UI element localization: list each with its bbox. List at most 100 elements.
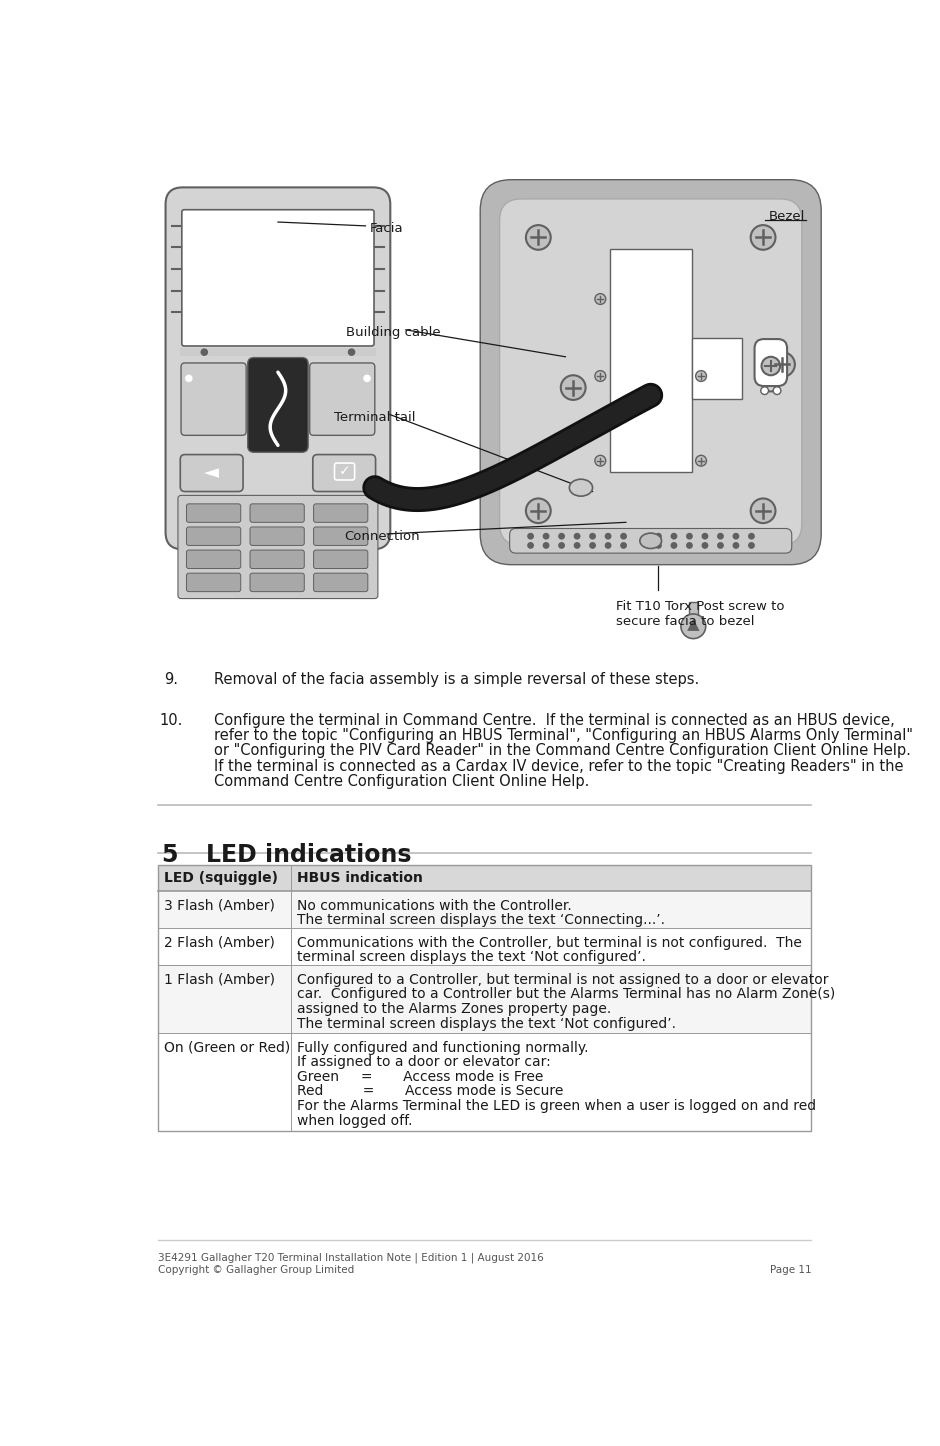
FancyBboxPatch shape xyxy=(314,549,368,568)
FancyBboxPatch shape xyxy=(480,179,822,565)
FancyBboxPatch shape xyxy=(314,573,368,591)
Circle shape xyxy=(760,388,769,395)
Text: The terminal screen displays the text ‘Not configured’.: The terminal screen displays the text ‘N… xyxy=(297,1017,676,1031)
Circle shape xyxy=(620,542,626,548)
FancyBboxPatch shape xyxy=(181,363,246,435)
Polygon shape xyxy=(687,619,699,630)
Circle shape xyxy=(543,542,549,548)
Bar xyxy=(158,891,811,928)
Text: when logged off.: when logged off. xyxy=(297,1113,413,1128)
FancyBboxPatch shape xyxy=(482,182,819,562)
Text: car.  Configured to a Controller but the Alarms Terminal has no Alarm Zone(s): car. Configured to a Controller but the … xyxy=(297,988,836,1002)
Circle shape xyxy=(751,226,776,250)
Text: assigned to the Alarms Zones property page.: assigned to the Alarms Zones property pa… xyxy=(297,1002,612,1017)
Circle shape xyxy=(687,542,692,548)
Circle shape xyxy=(681,615,706,639)
Circle shape xyxy=(773,388,781,395)
Circle shape xyxy=(201,348,208,356)
Circle shape xyxy=(687,534,692,539)
FancyBboxPatch shape xyxy=(313,454,376,492)
Bar xyxy=(158,1032,811,1131)
Circle shape xyxy=(605,542,611,548)
FancyBboxPatch shape xyxy=(178,496,378,599)
Text: Configure the terminal in Command Centre.  If the terminal is connected as an HB: Configure the terminal in Command Centre… xyxy=(214,713,895,727)
FancyBboxPatch shape xyxy=(483,182,818,561)
Circle shape xyxy=(559,534,564,539)
Bar xyxy=(689,602,698,619)
FancyBboxPatch shape xyxy=(180,454,243,492)
Text: 10.: 10. xyxy=(160,713,182,727)
Circle shape xyxy=(770,353,795,377)
Bar xyxy=(610,249,692,473)
Text: LED indications: LED indications xyxy=(206,843,412,868)
Text: Command Centre Configuration Client Online Help.: Command Centre Configuration Client Onli… xyxy=(214,774,589,790)
FancyBboxPatch shape xyxy=(248,357,308,453)
FancyBboxPatch shape xyxy=(481,181,820,562)
FancyBboxPatch shape xyxy=(309,363,375,435)
Bar xyxy=(158,865,811,891)
Circle shape xyxy=(733,534,739,539)
Circle shape xyxy=(574,542,580,548)
Circle shape xyxy=(696,370,707,382)
Circle shape xyxy=(605,534,611,539)
Text: Facia: Facia xyxy=(369,223,403,236)
Circle shape xyxy=(702,534,708,539)
Text: Page 11: Page 11 xyxy=(770,1265,811,1274)
Circle shape xyxy=(595,455,605,466)
Text: refer to the topic "Configuring an HBUS Terminal", "Configuring an HBUS Alarms O: refer to the topic "Configuring an HBUS … xyxy=(214,727,914,743)
Text: 9.: 9. xyxy=(164,672,178,687)
Text: 3 Flash (Amber): 3 Flash (Amber) xyxy=(164,899,274,912)
Circle shape xyxy=(702,542,708,548)
Circle shape xyxy=(671,534,677,539)
Text: 1 Flash (Amber): 1 Flash (Amber) xyxy=(164,973,275,986)
FancyBboxPatch shape xyxy=(314,503,368,522)
Text: Building cable: Building cable xyxy=(346,327,441,340)
Text: No communications with the Controller.: No communications with the Controller. xyxy=(297,899,572,912)
Text: Red         =       Access mode is Secure: Red = Access mode is Secure xyxy=(297,1084,564,1099)
Bar xyxy=(158,964,811,1032)
Text: If assigned to a door or elevator car:: If assigned to a door or elevator car: xyxy=(297,1056,551,1069)
FancyBboxPatch shape xyxy=(250,526,305,545)
Circle shape xyxy=(761,357,780,376)
FancyBboxPatch shape xyxy=(186,549,241,568)
Text: 3E4291 Gallagher T20 Terminal Installation Note | Edition 1 | August 2016: 3E4291 Gallagher T20 Terminal Installati… xyxy=(158,1252,543,1262)
Text: or "Configuring the PIV Card Reader" in the Command Centre Configuration Client : or "Configuring the PIV Card Reader" in … xyxy=(214,743,911,758)
Circle shape xyxy=(525,499,551,523)
FancyBboxPatch shape xyxy=(250,503,305,522)
Text: Configured to a Controller, but terminal is not assigned to a door or elevator: Configured to a Controller, but terminal… xyxy=(297,973,829,986)
Ellipse shape xyxy=(640,534,662,548)
Circle shape xyxy=(574,534,580,539)
Text: Green     =       Access mode is Free: Green = Access mode is Free xyxy=(297,1070,543,1084)
Bar xyxy=(158,928,811,964)
Bar xyxy=(158,865,811,1131)
Circle shape xyxy=(718,542,723,548)
Circle shape xyxy=(751,499,776,523)
Text: The terminal screen displays the text ‘Connecting...’.: The terminal screen displays the text ‘C… xyxy=(297,914,666,927)
Circle shape xyxy=(349,348,354,356)
Circle shape xyxy=(749,534,754,539)
Circle shape xyxy=(543,534,549,539)
Bar xyxy=(692,337,743,399)
Text: 5: 5 xyxy=(162,843,179,868)
Text: 2 Flash (Amber): 2 Flash (Amber) xyxy=(164,936,274,950)
FancyBboxPatch shape xyxy=(314,526,368,545)
FancyBboxPatch shape xyxy=(186,503,241,522)
Circle shape xyxy=(656,542,661,548)
Text: Copyright © Gallagher Group Limited: Copyright © Gallagher Group Limited xyxy=(158,1265,354,1274)
FancyBboxPatch shape xyxy=(181,210,374,346)
Circle shape xyxy=(620,534,626,539)
Circle shape xyxy=(528,542,533,548)
Circle shape xyxy=(186,376,192,382)
Text: On (Green or Red): On (Green or Red) xyxy=(164,1041,290,1054)
Text: secure facia to bezel: secure facia to bezel xyxy=(616,615,754,628)
Circle shape xyxy=(671,542,677,548)
Circle shape xyxy=(733,542,739,548)
Circle shape xyxy=(525,226,551,250)
Text: Fit T10 Torx Post screw to: Fit T10 Torx Post screw to xyxy=(616,600,784,613)
Circle shape xyxy=(718,534,723,539)
Circle shape xyxy=(364,376,370,382)
Circle shape xyxy=(590,534,595,539)
FancyBboxPatch shape xyxy=(165,188,390,549)
Circle shape xyxy=(595,370,605,382)
Circle shape xyxy=(656,534,661,539)
